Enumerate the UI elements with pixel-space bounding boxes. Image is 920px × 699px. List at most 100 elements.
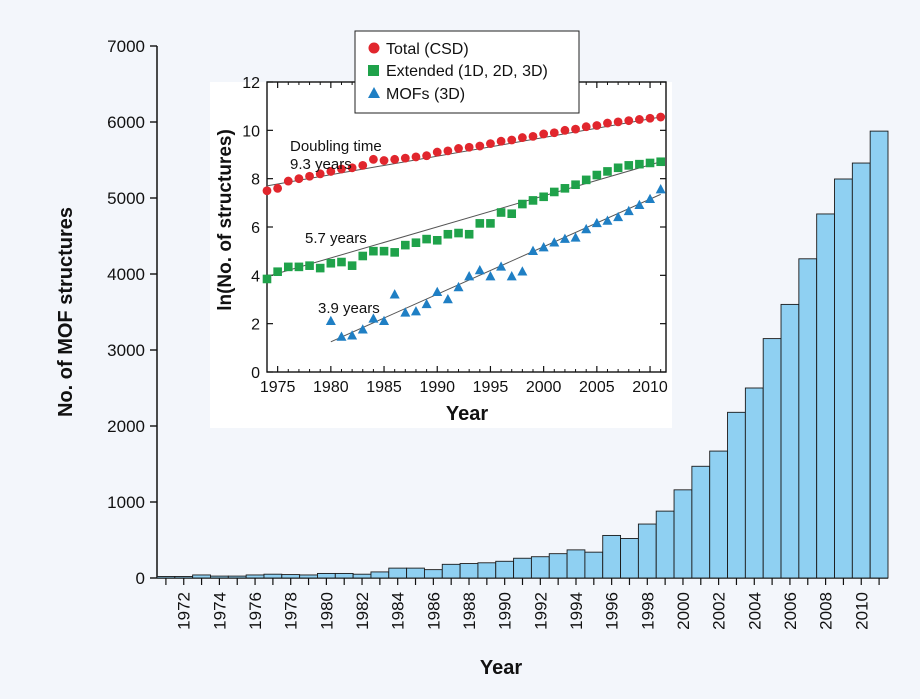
- inset-y-axis-label: ln(No. of structures): [215, 129, 236, 311]
- legend-extended-marker: [368, 65, 379, 76]
- legend-extended-label: Extended (1D, 2D, 3D): [386, 63, 548, 80]
- extended-point-2001: [549, 187, 559, 197]
- inset-x-tick-label: 2000: [526, 379, 562, 396]
- total-point-1990: [432, 147, 442, 157]
- inset-x-tick-label: 1980: [313, 379, 349, 396]
- extended-point-1983: [358, 251, 368, 261]
- mof-point-2005: [591, 217, 602, 228]
- main-x-tick-label: 1984: [389, 592, 408, 630]
- main-chart-x-ticks: 1972 1974 1976 1978 1980 1982 1984 1986 1988 1990…: [165, 578, 880, 630]
- main-x-tick-label: 1982: [353, 592, 372, 630]
- bar-1973: [192, 574, 211, 579]
- total-point-1993: [464, 142, 474, 152]
- main-y-tick-label: 7000: [107, 37, 145, 56]
- extended-point-2002: [560, 184, 570, 193]
- total-point-2004: [581, 122, 591, 132]
- main-x-tick-label: 1974: [210, 592, 229, 630]
- bar-1975: [227, 575, 247, 579]
- main-x-tick-label: 1998: [638, 592, 657, 630]
- main-x-tick-label: 2010: [852, 592, 871, 630]
- extended-point-1994: [475, 219, 485, 228]
- bar-1972: [174, 576, 194, 579]
- bar-1980: [317, 572, 336, 579]
- total-point-1984: [369, 154, 378, 164]
- inset-y-tick-label: 8: [251, 172, 260, 189]
- mof-point-1995: [485, 271, 496, 281]
- main-x-tick-label: 2004: [745, 592, 764, 630]
- total-point-1985: [379, 156, 389, 165]
- main-y-tick-label: 4000: [107, 265, 145, 284]
- mof-point-1988: [410, 306, 421, 316]
- main-x-axis-label: Year: [480, 657, 522, 679]
- main-y-axis-label: No. of MOF structures: [55, 207, 77, 417]
- main-x-tick-label: 1986: [424, 592, 443, 630]
- main-y-tick-label: 6000: [107, 113, 145, 132]
- main-y-tick-label: 1000: [107, 493, 145, 512]
- total-point-1983: [358, 160, 368, 170]
- bar-2003: [727, 411, 746, 579]
- extended-point-1984: [369, 246, 378, 256]
- mof-point-2000: [538, 242, 549, 252]
- bar-2005: [762, 338, 782, 579]
- mof-point-1980: [325, 315, 336, 326]
- bar-1988: [459, 563, 479, 579]
- bar-1985: [406, 567, 425, 579]
- total-point-1976: [283, 176, 293, 186]
- mof-point-1986: [389, 289, 400, 299]
- inset-legend: Total (CSD) Extended (1D, 2D, 3D) MOFs (…: [354, 30, 580, 114]
- legend-box: [354, 30, 580, 114]
- extended-point-1996: [496, 208, 506, 217]
- inset-x-tick-label: 1990: [419, 379, 455, 396]
- bar-1991: [513, 557, 532, 579]
- annotation-3-9-years: 3.9 years: [318, 300, 380, 317]
- total-point-2010: [645, 113, 655, 123]
- extended-point-1999: [528, 196, 538, 205]
- mof-point-1983: [357, 324, 368, 334]
- total-point-2000: [539, 129, 549, 139]
- bar-1986: [423, 569, 443, 579]
- bar-2009: [834, 178, 853, 579]
- bar-1971: [156, 576, 176, 579]
- total-point-2006: [603, 118, 612, 128]
- bar-1976: [245, 574, 265, 579]
- inset-y-tick-label: 2: [251, 317, 260, 334]
- mof-point-1998: [517, 266, 528, 276]
- total-point-1979: [315, 169, 325, 179]
- extended-point-2000: [539, 192, 548, 202]
- total-point-2001: [549, 128, 559, 138]
- extended-point-1997: [507, 209, 517, 219]
- extended-point-2004: [581, 175, 591, 185]
- mof-point-1982: [347, 330, 358, 340]
- legend-mofs-marker: [368, 87, 380, 98]
- main-x-tick-label: 1980: [317, 592, 336, 630]
- annotation-9-3-years: 9.3 years: [290, 156, 352, 173]
- main-x-tick-label: 1976: [246, 592, 265, 630]
- main-x-tick-label: 1978: [282, 592, 301, 630]
- main-x-tick-label: 1988: [460, 592, 479, 630]
- extended-point-2003: [571, 180, 580, 190]
- total-point-1998: [517, 133, 527, 142]
- bar-1981: [334, 572, 354, 579]
- inset-y-tick-label: 0: [251, 365, 260, 382]
- main-x-tick-label: 2002: [710, 592, 729, 630]
- total-point-1977: [294, 174, 304, 184]
- mof-point-1991: [442, 294, 453, 304]
- main-chart-y-ticks: 0 1000 2000 3000 4000 5000 6000 7000: [107, 37, 157, 588]
- total-point-1980: [326, 167, 336, 176]
- mof-point-1997: [506, 271, 517, 281]
- bar-1979: [299, 574, 318, 579]
- main-chart-bars: [156, 130, 889, 579]
- mof-point-1993: [464, 271, 475, 281]
- mof-point-1987: [400, 307, 411, 317]
- mof-point-1985: [379, 315, 390, 326]
- total-point-1975: [273, 183, 283, 193]
- main-y-tick-label: 0: [136, 569, 145, 588]
- bar-1982: [352, 573, 372, 579]
- extended-point-1975: [273, 267, 282, 277]
- extended-point-1986: [390, 248, 399, 257]
- extended-point-2009: [635, 159, 644, 169]
- extended-point-1985: [379, 246, 389, 256]
- bar-2001: [691, 465, 711, 579]
- extended-point-1977: [294, 262, 304, 272]
